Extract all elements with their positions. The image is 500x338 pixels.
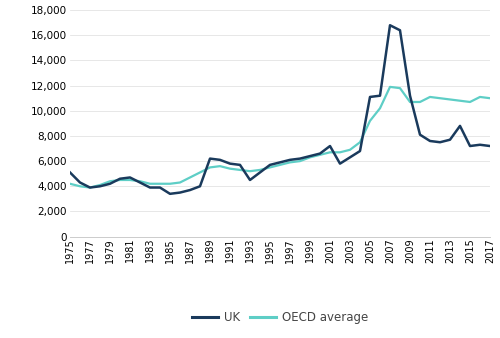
OECD average: [377, 106, 383, 110]
OECD average: [337, 150, 343, 154]
UK: [427, 139, 433, 143]
UK: [367, 95, 373, 99]
OECD average: [387, 85, 393, 89]
OECD average: [227, 167, 233, 171]
UK: [187, 188, 193, 192]
Line: UK: UK: [70, 25, 490, 194]
OECD average: [157, 182, 163, 186]
OECD average: [197, 170, 203, 174]
OECD average: [437, 96, 443, 100]
UK: [67, 170, 73, 174]
UK: [337, 162, 343, 166]
UK: [267, 163, 273, 167]
UK: [407, 94, 413, 98]
OECD average: [397, 86, 403, 90]
UK: [387, 23, 393, 27]
UK: [207, 156, 213, 161]
OECD average: [187, 175, 193, 179]
UK: [347, 155, 353, 160]
UK: [297, 156, 303, 161]
OECD average: [367, 119, 373, 123]
UK: [327, 144, 333, 148]
OECD average: [297, 159, 303, 163]
UK: [257, 170, 263, 174]
UK: [157, 186, 163, 190]
UK: [127, 175, 133, 179]
UK: [357, 149, 363, 153]
UK: [457, 124, 463, 128]
OECD average: [277, 163, 283, 167]
UK: [307, 154, 313, 158]
UK: [417, 132, 423, 137]
UK: [167, 192, 173, 196]
UK: [447, 138, 453, 142]
OECD average: [467, 100, 473, 104]
UK: [477, 143, 483, 147]
UK: [87, 186, 93, 190]
UK: [177, 191, 183, 195]
OECD average: [317, 153, 323, 157]
OECD average: [107, 179, 113, 183]
OECD average: [127, 178, 133, 182]
OECD average: [347, 148, 353, 152]
UK: [397, 28, 403, 32]
UK: [147, 186, 153, 190]
OECD average: [167, 182, 173, 186]
UK: [487, 144, 493, 148]
UK: [107, 182, 113, 186]
OECD average: [97, 183, 103, 187]
Legend: UK, OECD average: UK, OECD average: [188, 306, 372, 328]
OECD average: [177, 180, 183, 185]
OECD average: [147, 182, 153, 186]
OECD average: [287, 160, 293, 164]
OECD average: [237, 168, 243, 172]
UK: [317, 151, 323, 155]
UK: [77, 180, 83, 185]
UK: [137, 180, 143, 185]
UK: [467, 144, 473, 148]
OECD average: [67, 182, 73, 186]
OECD average: [477, 95, 483, 99]
UK: [437, 140, 443, 144]
OECD average: [207, 165, 213, 169]
UK: [97, 184, 103, 188]
UK: [287, 158, 293, 162]
UK: [237, 163, 243, 167]
OECD average: [487, 96, 493, 100]
OECD average: [447, 97, 453, 101]
OECD average: [267, 165, 273, 169]
OECD average: [327, 150, 333, 154]
OECD average: [307, 155, 313, 160]
UK: [117, 177, 123, 181]
OECD average: [117, 178, 123, 182]
OECD average: [407, 100, 413, 104]
OECD average: [217, 164, 223, 168]
OECD average: [137, 179, 143, 183]
OECD average: [247, 169, 253, 173]
OECD average: [357, 140, 363, 144]
UK: [217, 158, 223, 162]
OECD average: [77, 184, 83, 188]
OECD average: [427, 95, 433, 99]
OECD average: [87, 186, 93, 190]
Line: OECD average: OECD average: [70, 87, 490, 188]
OECD average: [417, 100, 423, 104]
UK: [277, 160, 283, 164]
UK: [197, 184, 203, 188]
UK: [377, 94, 383, 98]
UK: [247, 178, 253, 182]
UK: [227, 162, 233, 166]
OECD average: [257, 168, 263, 172]
OECD average: [457, 99, 463, 103]
